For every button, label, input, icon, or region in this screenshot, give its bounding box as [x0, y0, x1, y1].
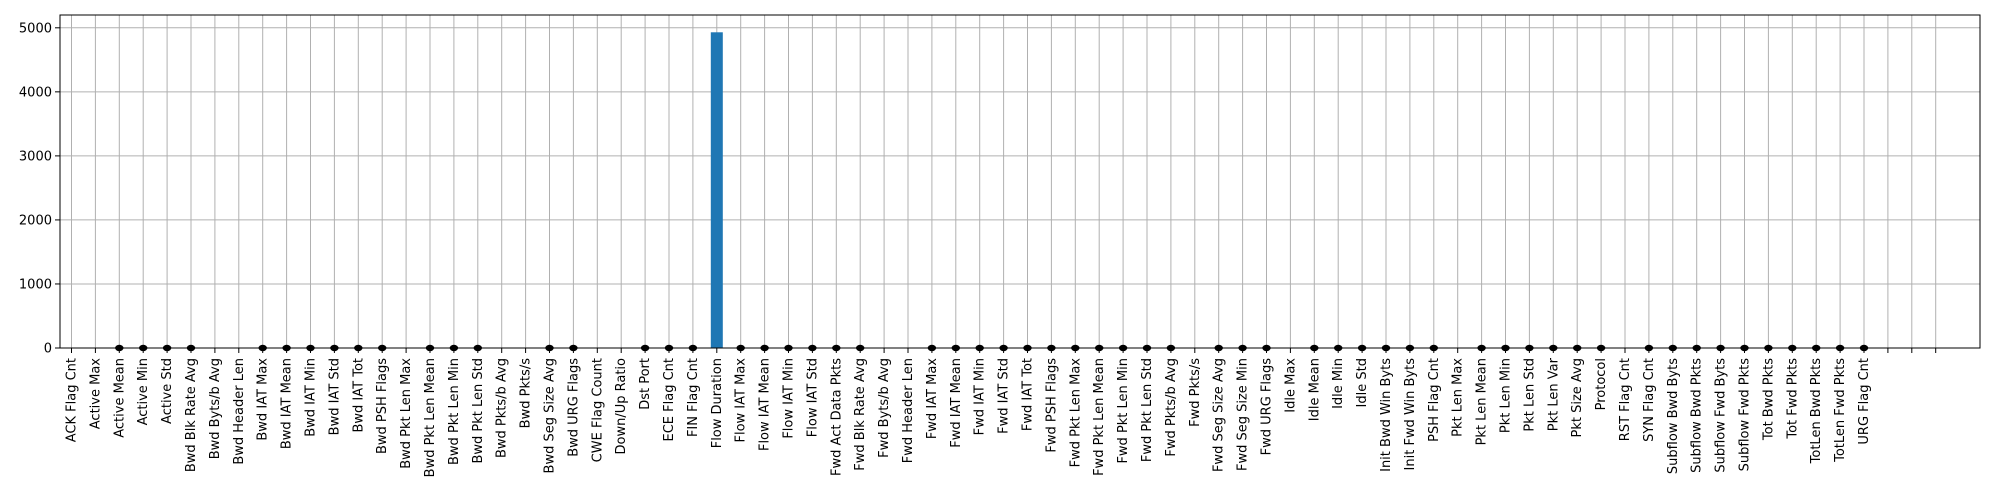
x-tick-label: Tot Fwd Pkts [1785, 358, 1800, 440]
x-tick-label: Subflow Bwd Pkts [1690, 358, 1705, 473]
bars [710, 32, 723, 349]
x-tick-label: Bwd Byts/b Avg [208, 358, 223, 459]
x-tick-label: Active Min [136, 358, 151, 425]
y-axis-ticks: 0 1000 2000 3000 4000 5000 [19, 21, 60, 357]
y-tick-label: 3000 [19, 149, 52, 164]
x-tick-label: Flow IAT Min [782, 358, 797, 439]
x-tick-label: Protocol [1594, 358, 1609, 410]
y-tick-label: 4000 [19, 85, 52, 100]
x-tick-label: Fwd IAT Min [973, 358, 988, 435]
x-tick-label: Fwd Seg Size Min [1236, 358, 1251, 471]
x-tick-label: Tot Bwd Pkts [1761, 358, 1776, 441]
x-tick-label: Bwd Pkt Len Std [471, 358, 486, 464]
x-tick-label: Fwd IAT Tot [1021, 358, 1036, 431]
y-tick-label: 1000 [19, 277, 52, 292]
x-tick-label: TotLen Fwd Pkts [1833, 358, 1848, 463]
x-tick-label: PSH Flag Cnt [1427, 358, 1442, 442]
x-tick-label: Bwd Seg Size Avg [543, 358, 558, 473]
x-tick-label: ECE Flag Cnt [662, 358, 677, 442]
x-tick-label: Fwd IAT Mean [949, 358, 964, 448]
x-tick-label: Bwd URG Flags [566, 358, 581, 457]
x-tick-label: Active Std [160, 358, 175, 424]
x-tick-label: TotLen Bwd Pkts [1809, 358, 1824, 465]
x-tick-label: Bwd PSH Flags [375, 358, 390, 454]
x-tick-label: Fwd URG Flags [1260, 358, 1275, 456]
x-tick-label: Dst Port [638, 358, 653, 410]
x-tick-label: Subflow Fwd Pkts [1738, 358, 1753, 472]
x-tick-label: Pkt Len Max [1451, 358, 1466, 437]
y-tick-label: 5000 [19, 21, 52, 36]
x-tick-label: Bwd Header Len [232, 358, 247, 465]
x-tick-label: Fwd Pkt Len Std [1140, 358, 1155, 462]
x-tick-label: Bwd IAT Tot [351, 358, 366, 433]
x-tick-label: Active Mean [112, 358, 127, 438]
x-tick-label: Bwd Blk Rate Avg [184, 358, 199, 472]
x-tick-label: Pkt Len Var [1546, 357, 1561, 431]
y-tick-label: 2000 [19, 213, 52, 228]
x-tick-label: Flow Duration [710, 358, 725, 448]
x-tick-label: Flow IAT Max [734, 358, 749, 443]
x-tick-label: Fwd Blk Rate Avg [853, 358, 868, 471]
x-tick-label: Idle Min [1331, 358, 1346, 409]
grid-lines [60, 15, 1980, 349]
x-tick-label: Bwd Pkts/b Avg [495, 358, 510, 458]
x-tick-label: Fwd IAT Std [997, 358, 1012, 434]
x-tick-label: Subflow Fwd Byts [1714, 358, 1729, 473]
x-tick-label: Fwd Pkts/s [1188, 358, 1203, 427]
x-tick-label: Fwd Pkt Len Mean [1092, 358, 1107, 476]
x-tick-label: RST Flag Cnt [1618, 358, 1633, 441]
x-tick-label: Fwd Byts/b Avg [877, 358, 892, 458]
x-tick-label: Fwd Act Data Pkts [829, 358, 844, 476]
x-tick-label: Down/Up Ratio [614, 358, 629, 455]
x-tick-label: CWE Flag Count [590, 358, 605, 462]
x-tick-label: Fwd Pkts/b Avg [1164, 358, 1179, 457]
x-tick-label: Idle Std [1355, 358, 1370, 407]
x-tick-label: URG Flag Cnt [1857, 358, 1872, 445]
x-tick-label: Pkt Len Min [1499, 358, 1514, 433]
x-tick-label: Bwd IAT Mean [280, 358, 295, 449]
x-tick-label: Init Bwd Win Byts [1379, 358, 1394, 472]
x-tick-label: Idle Mean [1307, 358, 1322, 421]
x-tick-label: Flow IAT Mean [758, 358, 773, 451]
x-tick-label: Idle Max [1283, 358, 1298, 413]
x-tick-label: Fwd IAT Max [925, 358, 940, 439]
x-tick-label: Bwd Pkt Len Mean [423, 358, 438, 477]
y-tick-label: 0 [44, 342, 52, 357]
x-tick-label: Subflow Bwd Byts [1666, 358, 1681, 474]
x-tick-label: Pkt Len Mean [1475, 358, 1490, 445]
x-tick-label: Bwd IAT Max [256, 358, 271, 441]
x-tick-label: Bwd IAT Min [304, 358, 319, 437]
x-tick-label: Bwd IAT Std [327, 358, 342, 435]
plot-frame [59, 14, 1981, 349]
bar [710, 32, 723, 349]
x-tick-label: FIN Flag Cnt [686, 358, 701, 437]
x-tick-label: Pkt Size Avg [1570, 358, 1585, 438]
x-tick-label: Fwd Pkt Len Min [1116, 358, 1131, 464]
x-tick-label: Fwd PSH Flags [1044, 358, 1059, 453]
x-tick-label: Flow IAT Std [805, 358, 820, 437]
x-tick-label: ACK Flag Cnt [65, 358, 80, 442]
x-tick-label: Bwd Pkt Len Max [399, 358, 414, 469]
x-tick-label: Fwd Pkt Len Max [1068, 358, 1083, 468]
x-tick-label: Fwd Seg Size Avg [1212, 358, 1227, 472]
x-tick-label: Bwd Pkts/s [519, 358, 534, 429]
x-tick-label: Fwd Header Len [901, 358, 916, 463]
x-axis-ticks: ACK Flag Cnt Active Max Active Mean Active … [65, 348, 1937, 477]
x-tick-label: Init Fwd Win Byts [1403, 358, 1418, 471]
x-tick-label: Pkt Len Std [1522, 358, 1537, 432]
x-tick-label: Active Max [88, 358, 103, 430]
x-tick-label: SYN Flag Cnt [1642, 358, 1657, 442]
x-tick-label: Bwd Pkt Len Min [447, 358, 462, 465]
